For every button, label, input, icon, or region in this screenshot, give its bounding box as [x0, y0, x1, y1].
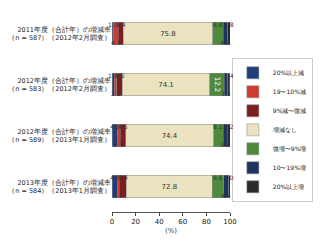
svg-text:2012年度（合計年）の増減率（n = 589）（2013年: 2012年度（合計年）の増減率（n = 589）（2013年1月調査） — [8, 127, 111, 144]
svg-text:2.5: 2.5 — [114, 141, 124, 148]
svg-text:3.3: 3.3 — [221, 90, 231, 97]
svg-text:9%減〜微減: 9%減〜微減 — [273, 107, 307, 114]
svg-text:9.6: 9.6 — [213, 174, 223, 181]
svg-text:20: 20 — [131, 218, 140, 226]
svg-text:2011年度（合計年）の増減率（n = 587）（2012年: 2011年度（合計年）の増減率（n = 587）（2012年2月調査） — [8, 25, 111, 42]
svg-text:4.6: 4.6 — [118, 123, 128, 130]
svg-text:2013年度（合計年）の増減率（n = 584）（2013年: 2013年度（合計年）の増減率（n = 584）（2013年1月調査） — [8, 178, 111, 195]
svg-text:4.4: 4.4 — [221, 192, 231, 199]
svg-text:1.7: 1.7 — [113, 192, 123, 199]
svg-text:60: 60 — [178, 218, 187, 226]
svg-text:20%以上減: 20%以上減 — [273, 69, 304, 76]
svg-text:10〜19%増: 10〜19%増 — [273, 164, 306, 171]
svg-text:72.8: 72.8 — [162, 183, 178, 191]
svg-text:1.9: 1.9 — [108, 72, 118, 79]
svg-text:0: 0 — [110, 218, 114, 226]
svg-text:19〜10%減: 19〜10%減 — [273, 88, 306, 95]
svg-text:3.6: 3.6 — [220, 141, 230, 148]
svg-text:75.8: 75.8 — [160, 30, 176, 38]
svg-text:80: 80 — [202, 218, 211, 226]
svg-text:増減なし: 増減なし — [272, 126, 297, 134]
svg-text:2.2: 2.2 — [111, 90, 121, 97]
svg-text:1.0: 1.0 — [224, 174, 234, 181]
svg-text:12.2: 12.2 — [213, 77, 221, 93]
svg-text:2012年度（合計年）の増減率（n = 583）（2012年: 2012年度（合計年）の増減率（n = 583）（2012年2月調査） — [8, 76, 111, 93]
svg-text:4.1: 4.1 — [220, 39, 230, 46]
svg-text:2.2: 2.2 — [224, 123, 234, 130]
svg-text:1.4: 1.4 — [224, 72, 234, 79]
svg-text:100: 100 — [223, 218, 236, 226]
svg-text:1.8: 1.8 — [224, 21, 234, 28]
svg-text:1.0: 1.0 — [108, 21, 118, 28]
svg-text:微増〜9%増: 微増〜9%増 — [273, 145, 307, 152]
svg-text:4.4: 4.4 — [116, 21, 126, 28]
svg-text:4.6: 4.6 — [115, 72, 125, 79]
svg-text:74.1: 74.1 — [158, 81, 174, 89]
svg-text:8.1: 8.1 — [213, 123, 223, 130]
svg-text:8.8: 8.8 — [213, 21, 223, 28]
svg-text:20%以上増: 20%以上増 — [273, 183, 304, 190]
svg-text:4.6: 4.6 — [110, 174, 120, 181]
svg-text:5.9: 5.9 — [118, 174, 128, 181]
svg-text:74.4: 74.4 — [162, 132, 178, 140]
svg-text:4.6: 4.6 — [110, 123, 120, 130]
svg-text:40: 40 — [155, 218, 164, 226]
svg-text:(%): (%) — [165, 227, 177, 235]
svg-text:4.1: 4.1 — [111, 39, 121, 46]
